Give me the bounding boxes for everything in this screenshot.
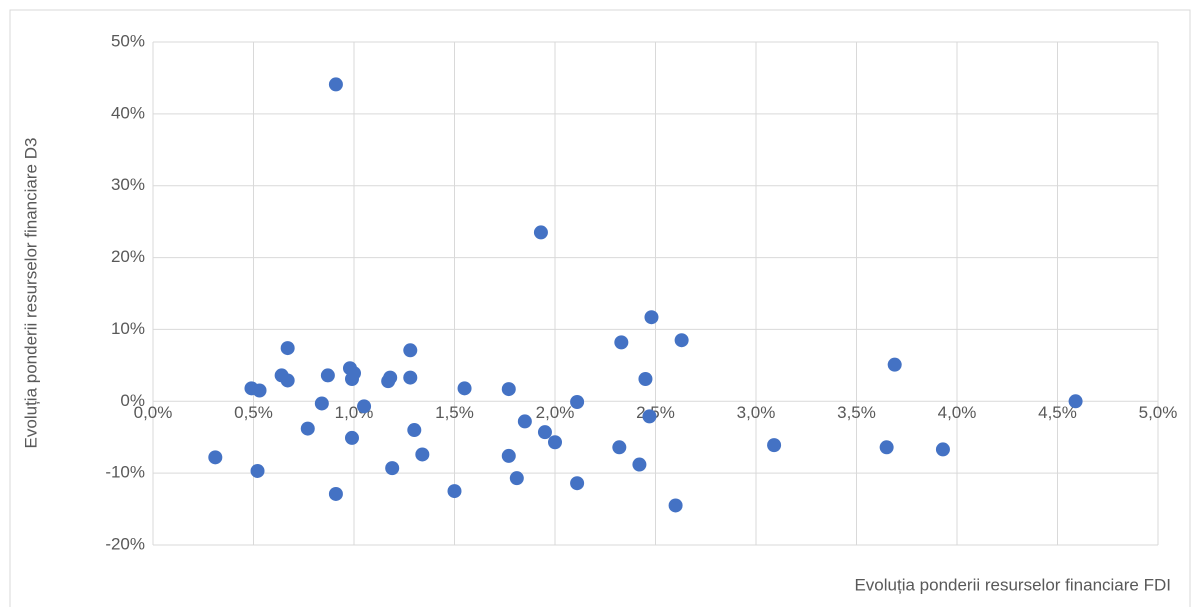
x-tick-label: 5,0%	[1139, 403, 1178, 422]
point	[328, 486, 343, 501]
point	[614, 335, 629, 350]
y-tick-label: 0%	[120, 391, 145, 410]
point	[537, 425, 552, 440]
x-tick-label: 0,5%	[234, 403, 273, 422]
point	[320, 368, 335, 383]
x-tick-label: 3,0%	[737, 403, 776, 422]
point	[347, 366, 361, 381]
point	[674, 333, 689, 348]
point	[533, 225, 548, 240]
y-tick-label: 30%	[111, 175, 145, 194]
point	[344, 430, 359, 445]
x-tick-label: 1,5%	[435, 403, 474, 422]
point	[879, 440, 894, 455]
point	[638, 372, 653, 387]
chart-border	[9, 9, 1191, 607]
y-tick-label: 50%	[111, 31, 145, 50]
point	[509, 471, 524, 486]
point	[407, 423, 422, 438]
point	[632, 457, 647, 472]
x-axis-title: Evoluția ponderii resurselor financiare …	[854, 575, 1171, 594]
point	[328, 77, 343, 92]
point	[570, 395, 585, 410]
y-tick-label: 40%	[111, 103, 145, 122]
point	[887, 357, 902, 372]
x-tick-label: 4,5%	[1038, 403, 1077, 422]
point	[517, 414, 532, 429]
point	[642, 409, 657, 424]
point	[447, 484, 462, 499]
point	[501, 382, 516, 397]
point	[385, 461, 400, 476]
point	[767, 438, 782, 453]
x-tick-label: 3,5%	[837, 403, 876, 422]
point	[644, 310, 659, 325]
y-tick-label: -20%	[105, 534, 145, 553]
point	[357, 399, 372, 414]
point	[280, 341, 295, 356]
point	[935, 442, 950, 457]
y-tick-label: 20%	[111, 247, 145, 266]
x-tick-label: 0,0%	[134, 403, 173, 422]
point	[252, 383, 267, 398]
point	[668, 498, 683, 513]
point	[457, 381, 472, 396]
point	[415, 447, 430, 462]
point	[383, 370, 398, 385]
point	[250, 463, 265, 478]
y-tick-label: 10%	[111, 319, 145, 338]
point	[403, 343, 418, 358]
point	[570, 476, 585, 491]
y-tick-label: -10%	[105, 463, 145, 482]
y-axis-title: Evoluția ponderii resurselor financiare …	[21, 138, 40, 449]
point	[300, 421, 315, 436]
point	[403, 370, 418, 385]
x-tick-label: 2,0%	[536, 403, 575, 422]
point	[314, 396, 329, 411]
point	[280, 373, 295, 388]
point	[548, 435, 562, 450]
point	[1068, 394, 1083, 409]
point	[208, 450, 223, 465]
point	[612, 440, 627, 455]
point	[501, 448, 516, 463]
x-tick-label: 4,0%	[938, 403, 977, 422]
